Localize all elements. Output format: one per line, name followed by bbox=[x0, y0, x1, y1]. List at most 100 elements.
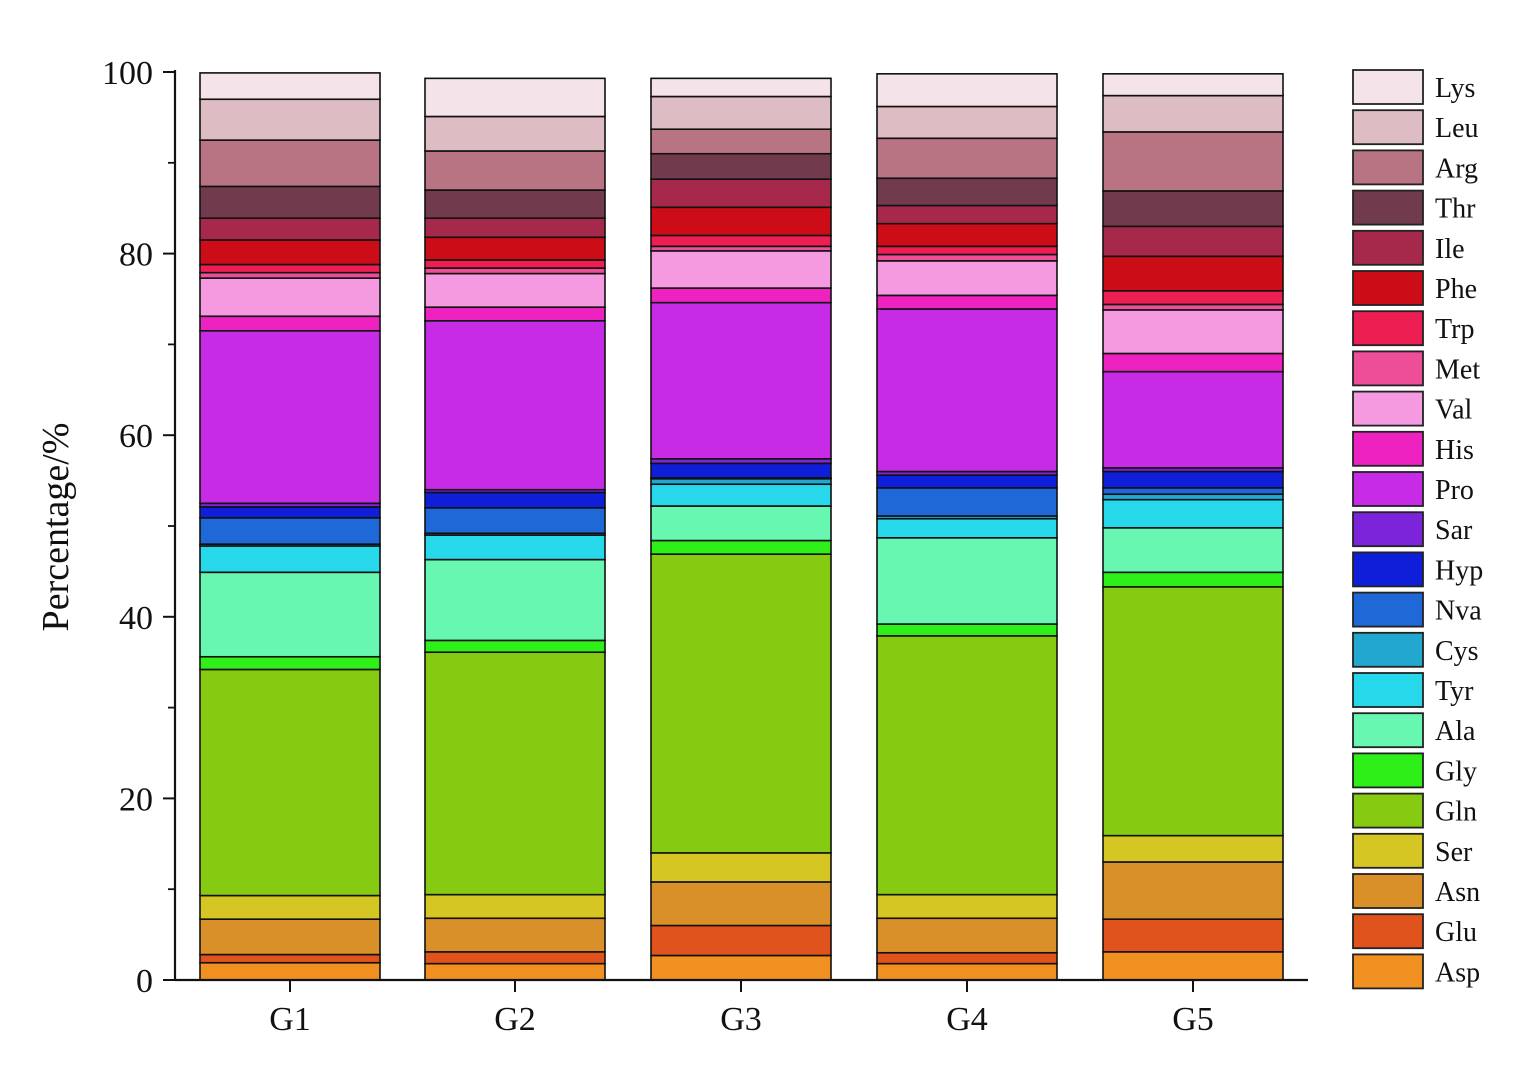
legend-swatch-Val bbox=[1352, 390, 1424, 427]
axes-layer: 0 20 40 60 80 100 G1 G2 G3 G4 G5 bbox=[102, 55, 1308, 1038]
legend-label-Phe: Phe bbox=[1435, 274, 1477, 305]
bar-segment-G1-Thr bbox=[199, 185, 381, 219]
bar-segment-G1-Gly bbox=[199, 655, 381, 671]
legend-label-Hyp: Hyp bbox=[1435, 555, 1483, 586]
y-tick-label-40: 40 bbox=[119, 600, 153, 637]
bar-segment-G5-Pro bbox=[1102, 370, 1284, 469]
bar-segment-G2-His bbox=[424, 306, 606, 322]
bar-segment-G5-Glu bbox=[1102, 918, 1284, 953]
legend-label-Sar: Sar bbox=[1435, 515, 1473, 546]
bar-stack-G4 bbox=[876, 73, 1058, 981]
bar-segment-G1-Tyr bbox=[199, 545, 381, 574]
bar-segment-G4-Asp bbox=[876, 962, 1058, 981]
bar-segment-G3-Ala bbox=[650, 505, 832, 542]
legend-item-Val: Val bbox=[1352, 390, 1473, 427]
legend-swatch-Ile bbox=[1352, 229, 1424, 266]
x-tick-label-G3: G3 bbox=[720, 1001, 762, 1038]
bar-segment-G5-Cys bbox=[1102, 493, 1284, 501]
legend-swatch-Lys bbox=[1352, 69, 1424, 105]
bar-segment-G1-Ala bbox=[199, 571, 381, 658]
bar-segment-G4-Phe bbox=[876, 222, 1058, 248]
bar-segment-G3-Phe bbox=[650, 206, 832, 237]
bar-segment-G3-Trp bbox=[650, 234, 832, 248]
bar-segment-G5-Met bbox=[1102, 303, 1284, 311]
legend-swatch-Cys bbox=[1352, 631, 1424, 668]
bar-segment-G5-His bbox=[1102, 352, 1284, 373]
legend-item-Ile: Ile bbox=[1352, 229, 1465, 266]
legend-swatch-Tyr bbox=[1352, 672, 1424, 708]
legend-label-Pro: Pro bbox=[1435, 475, 1474, 506]
bar-segment-G1-Lys bbox=[199, 72, 381, 101]
bar-segment-G5-Trp bbox=[1102, 290, 1284, 306]
x-tick-label-G2: G2 bbox=[494, 1001, 536, 1038]
bar-segment-G5-Gln bbox=[1102, 586, 1284, 837]
legend-swatch-Ala bbox=[1352, 712, 1424, 749]
bar-segment-G2-Tyr bbox=[424, 534, 606, 561]
legend-item-His: His bbox=[1352, 430, 1474, 467]
bar-segment-G2-Gly bbox=[424, 639, 606, 654]
bar-segment-G3-Lys bbox=[650, 77, 832, 98]
legend-swatch-Gly bbox=[1352, 752, 1424, 789]
legend-swatch-Leu bbox=[1352, 109, 1424, 146]
bar-segment-G4-Tyr bbox=[876, 517, 1058, 539]
legend-swatch-Hyp bbox=[1352, 551, 1424, 588]
bar-segment-G2-Phe bbox=[424, 236, 606, 261]
y-tick-label-20: 20 bbox=[119, 781, 153, 818]
bar-segment-G3-Hyp bbox=[650, 462, 832, 479]
y-axis-title: Percentage/% bbox=[35, 423, 77, 632]
bar-segment-G4-Gln bbox=[876, 635, 1058, 896]
bar-segment-G1-Gln bbox=[199, 668, 381, 897]
y-tick-label-100: 100 bbox=[102, 55, 153, 92]
legend-item-Thr: Thr bbox=[1352, 189, 1476, 226]
bar-segment-G2-Ile bbox=[424, 217, 606, 239]
legend-swatch-Glu bbox=[1352, 913, 1424, 950]
bar-segment-G4-Ile bbox=[876, 204, 1058, 225]
legend-label-Trp: Trp bbox=[1435, 314, 1474, 345]
bar-segment-G1-Asn bbox=[199, 918, 381, 956]
bar-segment-G2-Leu bbox=[424, 115, 606, 152]
bar-segment-G2-Pro bbox=[424, 319, 606, 491]
bar-segment-G4-Asn bbox=[876, 917, 1058, 954]
bar-segment-G2-Hyp bbox=[424, 491, 606, 509]
bar-segment-G1-Asp bbox=[199, 961, 381, 981]
legend-item-Pro: Pro bbox=[1352, 471, 1474, 507]
bar-segment-G4-Arg bbox=[876, 137, 1058, 180]
legend-item-Glu: Glu bbox=[1352, 913, 1477, 950]
bar-segment-G2-Glu bbox=[424, 951, 606, 965]
bar-stack-G3 bbox=[650, 77, 832, 981]
legend-swatch-Thr bbox=[1352, 189, 1424, 226]
legend-item-Ser: Ser bbox=[1352, 832, 1473, 869]
bar-segment-G2-Ala bbox=[424, 558, 606, 642]
bar-segment-G4-Lys bbox=[876, 73, 1058, 108]
bar-segment-G5-Asp bbox=[1102, 951, 1284, 981]
bar-segment-G3-His bbox=[650, 287, 832, 304]
bar-segment-G3-Gly bbox=[650, 539, 832, 555]
bar-segment-G5-Ser bbox=[1102, 834, 1284, 863]
bar-segment-G2-Nva bbox=[424, 507, 606, 535]
y-tick-label-0: 0 bbox=[136, 963, 153, 1000]
bar-segment-G4-Pro bbox=[876, 308, 1058, 473]
bar-segment-G4-Thr bbox=[876, 177, 1058, 207]
legend-label-Leu: Leu bbox=[1435, 113, 1479, 144]
bar-segment-G1-His bbox=[199, 315, 381, 332]
legend-label-Gly: Gly bbox=[1435, 756, 1477, 787]
bar-segment-G5-Thr bbox=[1102, 190, 1284, 228]
bar-segment-G5-Gly bbox=[1102, 571, 1284, 588]
legend-label-Lys: Lys bbox=[1435, 73, 1475, 104]
legend-label-Tyr: Tyr bbox=[1435, 676, 1474, 707]
x-tick-label-G4: G4 bbox=[946, 1001, 988, 1038]
bar-segment-G5-Arg bbox=[1102, 131, 1284, 192]
legend-swatch-Sar bbox=[1352, 511, 1424, 548]
bar-segment-G3-Leu bbox=[650, 95, 832, 131]
bar-segment-G5-Ala bbox=[1102, 527, 1284, 574]
legend-item-Trp: Trp bbox=[1352, 310, 1474, 347]
bar-segment-G1-Val bbox=[199, 277, 381, 318]
legend-swatch-Met bbox=[1352, 350, 1424, 387]
bar-segment-G4-Met bbox=[876, 253, 1058, 262]
bar-stack-G5 bbox=[1102, 73, 1284, 981]
bar-segment-G3-Arg bbox=[650, 128, 832, 155]
bar-segment-G2-Asn bbox=[424, 917, 606, 953]
bar-segment-G4-Leu bbox=[876, 105, 1058, 140]
legend-item-Arg: Arg bbox=[1352, 149, 1478, 186]
bar-segment-G3-Cys bbox=[650, 477, 832, 486]
